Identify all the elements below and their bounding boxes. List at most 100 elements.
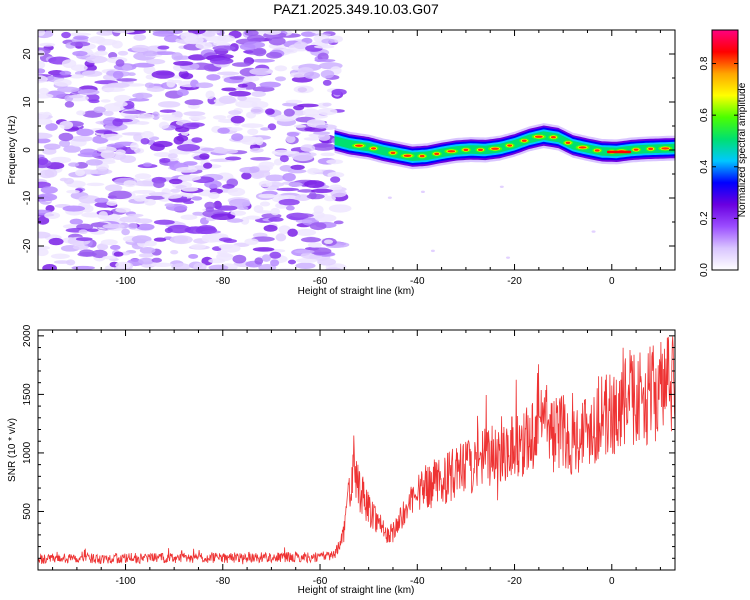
noise-blob: [115, 59, 125, 67]
noise-blob: [161, 116, 183, 121]
noise-blob: [279, 154, 289, 163]
noise-blob: [39, 169, 55, 179]
noise-blob: [79, 148, 98, 155]
noise-blob: [40, 186, 58, 194]
noise-dot: [506, 256, 511, 259]
noise-blob: [113, 101, 128, 107]
noise-blob: [175, 127, 190, 133]
spectrogram-x-label: Height of straight line (km): [298, 286, 415, 297]
x-tick-label: -80: [216, 576, 231, 587]
x-tick-label: -60: [313, 576, 328, 587]
noise-blob: [270, 259, 280, 267]
noise-blob: [126, 213, 144, 218]
snr-x-label: Height of straight line (km): [298, 585, 415, 596]
noise-blob: [133, 180, 158, 187]
noise-blob: [323, 195, 336, 202]
noise-blob: [119, 155, 137, 163]
noise-blob: [237, 83, 248, 88]
colorbar-tick-label: 0.0: [699, 263, 710, 277]
noise-blob: [241, 201, 251, 207]
noise-blob: [258, 193, 277, 199]
noise-blob: [300, 144, 316, 152]
noise-blob: [295, 194, 311, 202]
noise-blob: [95, 38, 118, 46]
signal-hotspot: [419, 154, 425, 158]
signal-hotspot: [534, 135, 543, 138]
noise-blob: [263, 224, 278, 232]
signal-hotspot: [606, 150, 632, 154]
noise-blob: [64, 101, 75, 108]
noise-blob: [170, 188, 181, 193]
noise-blob: [159, 158, 171, 164]
noise-blob: [326, 159, 344, 165]
noise-blob: [63, 177, 75, 185]
noise-blob: [78, 229, 88, 235]
noise-blob: [113, 251, 124, 257]
noise-blob: [322, 102, 332, 107]
noise-blob: [307, 242, 322, 248]
noise-blob: [158, 121, 170, 130]
noise-blob: [142, 162, 153, 167]
x-tick-label: -20: [507, 276, 522, 287]
noise-blob: [191, 196, 203, 201]
noise-blob: [188, 253, 199, 259]
noise-blob: [251, 91, 266, 97]
x-tick-label: -100: [116, 276, 136, 287]
noise-blob: [151, 111, 160, 121]
noise-blob: [38, 245, 51, 251]
noise-blob: [151, 70, 175, 79]
noise-blob: [313, 44, 335, 49]
noise-blob: [183, 111, 206, 117]
noise-blob: [205, 206, 215, 213]
noise-blob: [164, 227, 173, 234]
x-tick-label: -100: [116, 576, 136, 587]
y-tick-label: -20: [22, 238, 33, 253]
noise-blob: [217, 127, 230, 134]
noise-blob: [269, 251, 282, 259]
noise-blob: [102, 255, 117, 260]
noise-blob: [225, 156, 242, 161]
noise-blob: [328, 204, 352, 213]
noise-blob: [313, 205, 324, 214]
noise-blob: [122, 64, 133, 71]
noise-blob: [252, 47, 267, 57]
signal-trace-band: [334, 131, 675, 161]
noise-blob: [260, 127, 270, 131]
signal-hotspot: [371, 147, 377, 150]
noise-blob: [105, 184, 123, 192]
noise-blob: [86, 228, 99, 233]
noise-blob: [94, 197, 109, 204]
noise-blob: [213, 146, 225, 151]
noise-blob: [259, 81, 282, 88]
colorbar-tick-label: 0.8: [699, 56, 710, 70]
noise-blob: [193, 262, 207, 270]
noise-blob: [38, 112, 49, 120]
noise-blob: [91, 249, 108, 259]
noise-blob: [323, 239, 333, 245]
noise-blob: [162, 193, 183, 199]
noise-blob: [176, 144, 201, 152]
noise-blob: [297, 189, 315, 193]
noise-blob: [295, 228, 317, 237]
noise-blob: [38, 50, 45, 57]
noise-blob: [286, 132, 300, 137]
noise-blob: [98, 211, 108, 220]
noise-blob: [313, 131, 331, 135]
noise-blob: [115, 261, 131, 269]
noise-blob: [63, 145, 81, 153]
signal-hotspot: [447, 150, 456, 153]
noise-blob: [229, 76, 246, 80]
noise-blob: [62, 205, 86, 212]
noise-blob: [69, 218, 83, 225]
noise-blob: [200, 147, 215, 152]
noise-blob: [71, 265, 96, 270]
noise-blob: [86, 182, 105, 187]
signal-hotspot: [463, 148, 469, 152]
signal-hotspot: [491, 147, 500, 150]
noise-blob: [131, 44, 150, 53]
noise-blob: [38, 132, 53, 139]
noise-blob: [210, 213, 235, 221]
y-tick-label: 10: [22, 96, 33, 108]
noise-blob: [38, 30, 46, 37]
noise-blob: [58, 132, 74, 142]
